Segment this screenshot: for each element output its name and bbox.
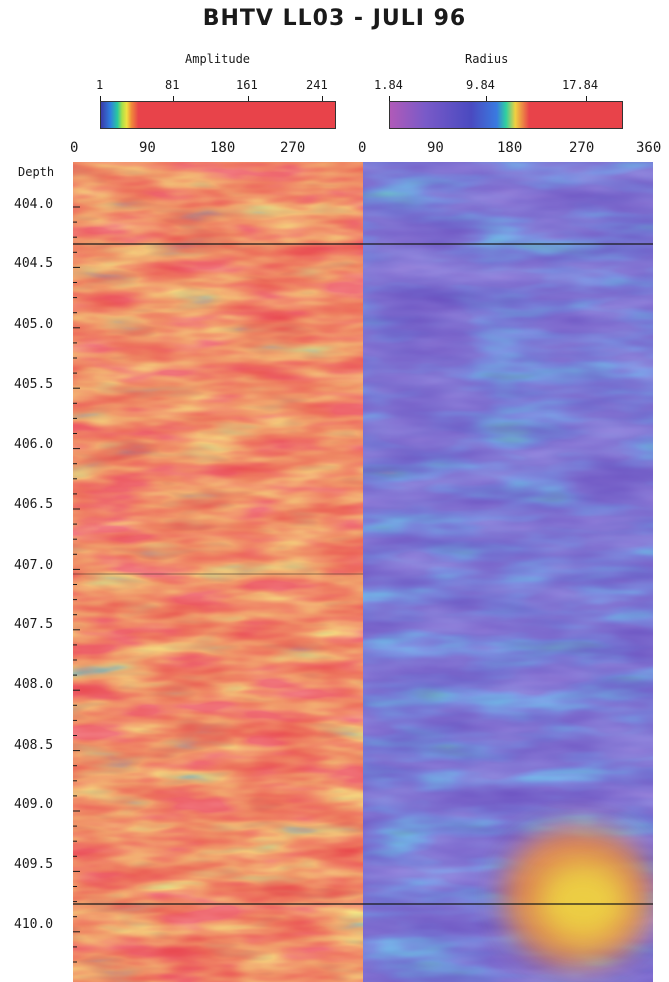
borehole-image-frame [73, 162, 653, 982]
depth-tick-marks [73, 206, 80, 963]
radius-tick: 1.84 [374, 78, 403, 92]
chart-title: BHTV LL03 - JULI 96 [202, 6, 467, 31]
amplitude-color-bar [100, 101, 336, 129]
depth-axis-header: Depth [18, 165, 55, 179]
azimuth-label: 270 [569, 140, 595, 156]
radius-color-bar [389, 101, 623, 129]
azimuth-label: 180 [497, 140, 523, 156]
depth-label: 405.5 [14, 377, 54, 392]
amplitude-tick: 81 [165, 78, 180, 92]
depth-label: 406.0 [14, 437, 54, 452]
borehole-image [73, 162, 653, 982]
amplitude-tick-mark [322, 96, 323, 102]
depth-label: 408.0 [14, 677, 54, 692]
depth-label: 404.0 [14, 197, 54, 212]
depth-label: 405.0 [14, 317, 54, 332]
amplitude-tick: 161 [236, 78, 258, 92]
depth-label: 409.5 [14, 857, 54, 872]
radius-tick: 9.84 [466, 78, 495, 92]
depth-label: 408.5 [14, 738, 54, 753]
depth-label: 404.5 [14, 256, 54, 271]
amplitude-scale-label: Amplitude [185, 52, 251, 66]
amplitude-tick-mark [248, 96, 249, 102]
azimuth-label: 0 [70, 140, 79, 156]
azimuth-label: 90 [139, 140, 156, 156]
azimuth-label: 270 [280, 140, 306, 156]
azimuth-label: 360 [636, 140, 662, 156]
amplitude-tick-mark [173, 96, 174, 102]
radius-tick-mark [389, 96, 390, 102]
azimuth-label: 180 [210, 140, 236, 156]
depth-label: 409.0 [14, 797, 54, 812]
radius-tick: 17.84 [562, 78, 599, 92]
radius-anomaly-core [538, 862, 628, 942]
radius-tick-mark [586, 96, 587, 102]
amplitude-track [73, 162, 363, 982]
azimuth-label: 90 [427, 140, 444, 156]
depth-label: 407.0 [14, 558, 54, 573]
amplitude-tick: 1 [96, 78, 104, 92]
depth-label: 407.5 [14, 617, 54, 632]
radius-tick-mark [486, 96, 487, 102]
azimuth-label: 0 [358, 140, 367, 156]
radius-scale-label: Radius [465, 52, 509, 66]
amplitude-tick: 241 [306, 78, 328, 92]
amplitude-tick-mark [100, 96, 101, 102]
depth-label: 406.5 [14, 497, 54, 512]
depth-label: 410.0 [14, 917, 54, 932]
